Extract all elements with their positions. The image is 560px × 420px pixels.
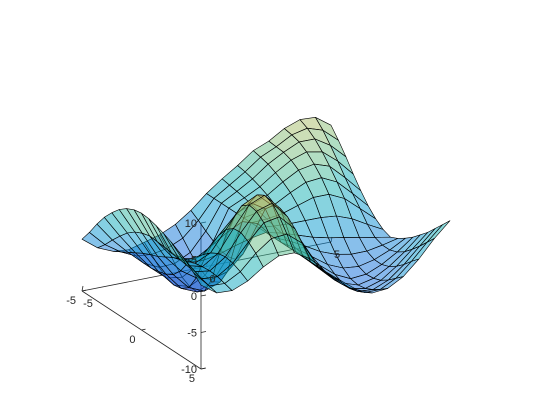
x-tick-label: -5 (83, 298, 93, 310)
z-tick-label: 10 (185, 218, 197, 230)
y-tick-label: 0 (129, 334, 135, 346)
x-tick-label: 0 (209, 274, 215, 286)
y-tick-mark (141, 328, 146, 331)
z-tick-label: 0 (191, 291, 197, 303)
x-tick-label: 5 (334, 249, 340, 261)
z-tick-label: -10 (181, 364, 197, 376)
surface-face (193, 272, 217, 294)
z-tick-label: -5 (187, 328, 197, 340)
x-tick-mark (81, 285, 84, 292)
y-tick-mark (200, 367, 206, 370)
z-tick-label: 5 (191, 255, 197, 267)
surface-faces (81, 117, 451, 294)
y-tick-label: 5 (189, 373, 195, 385)
y-tick-label: -5 (66, 295, 76, 307)
y-tick-mark (81, 289, 87, 292)
z-tick-mark (200, 294, 207, 297)
z-tick-mark (200, 331, 207, 333)
